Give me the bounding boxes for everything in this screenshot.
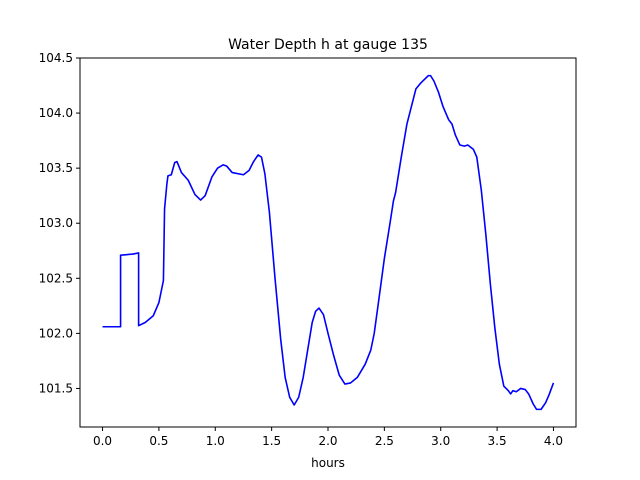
y-tick-label: 104.5	[39, 51, 73, 65]
y-tick-label: 104.0	[39, 106, 73, 120]
x-tick-label: 3.0	[431, 434, 450, 448]
y-tick-label: 103.0	[39, 216, 73, 230]
x-tick-label: 0.0	[93, 434, 112, 448]
x-axis-label: hours	[311, 456, 345, 470]
x-tick-label: 2.5	[375, 434, 394, 448]
x-axis: 0.0 0.5 1.0 1.5 2.0 2.5 3.0 3.5 4.0	[93, 427, 563, 448]
x-tick-label: 2.0	[318, 434, 337, 448]
x-tick-label: 1.0	[206, 434, 225, 448]
y-tick-label: 102.5	[39, 271, 73, 285]
y-tick-label: 101.5	[39, 381, 73, 395]
x-tick-label: 4.0	[544, 434, 563, 448]
x-tick-label: 0.5	[149, 434, 168, 448]
x-tick-label: 3.5	[488, 434, 507, 448]
series-line-0	[102, 74, 555, 411]
x-tick-label: 1.5	[262, 434, 281, 448]
series-layer	[102, 74, 555, 411]
y-tick-label: 103.5	[39, 161, 73, 175]
chart-title: Water Depth h at gauge 135	[228, 37, 428, 53]
y-tick-label: 102.0	[39, 326, 73, 340]
plot-area	[80, 58, 576, 427]
y-axis: 101.5 102.0 102.5 103.0 103.5 104.0 104.5	[39, 51, 80, 395]
